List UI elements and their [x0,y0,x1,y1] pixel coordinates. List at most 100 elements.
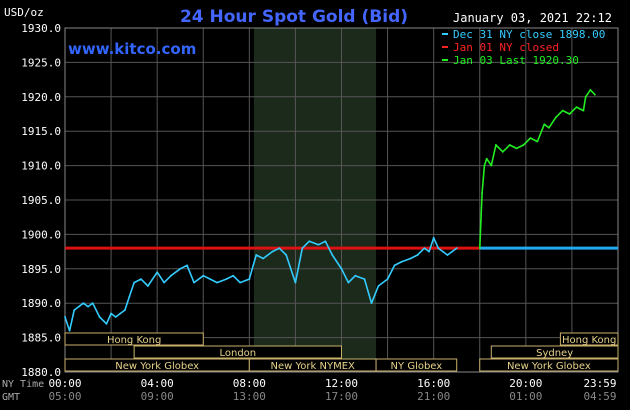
y-tick-label: 1890.0 [21,297,61,310]
x-tick-label-gmt: 05:00 [48,390,81,403]
series-point-0 [186,264,189,267]
chart-title: 24 Hour Spot Gold (Bid) [180,7,408,27]
x-axis-row-label-gmt: GMT [2,392,20,403]
session-label: New York Globex [507,361,591,372]
series-point-0 [308,240,311,243]
series-point-1 [582,109,585,112]
series-point-1 [490,164,493,167]
grid-layer [64,27,619,373]
series-point-1 [485,157,488,160]
series-line-0 [64,237,458,332]
session-label: New York NYMEX [271,361,356,372]
series-point-0 [340,267,343,270]
series-point-0 [347,281,350,284]
series-point-0 [87,305,89,308]
x-tick-label-ny: 16:00 [417,377,450,390]
series-point-0 [77,305,80,308]
x-tick-label-layer: 00:00 04:00 08:00 12:00 16:00 20:00 23:59 05:00… [48,377,616,403]
legend: Dec 31 NY close 1898.00 Jan 01 NY closed… [442,28,605,67]
series-point-1 [508,144,511,146]
series-point-0 [428,250,430,253]
series-point-1 [568,113,571,115]
x-tick-label-gmt: 13:00 [233,390,266,403]
series-point-0 [386,278,389,281]
legend-label-jan01: Jan 01 NY closed [453,41,559,54]
series-point-0 [294,281,297,284]
session-box [133,345,342,359]
series-point-0 [140,278,142,281]
series-layer [64,89,596,332]
series-point-0 [209,278,212,281]
series-point-0 [82,302,85,305]
y-tick-label: 1915.0 [21,125,61,138]
x-tick-label-gmt: 17:00 [325,390,358,403]
series-point-0 [363,278,366,281]
y-tick-label: 1895.0 [21,263,61,276]
series-point-1 [480,219,482,222]
series-point-1 [481,192,483,195]
legend-label-dec31: Dec 31 NY close 1898.00 [453,28,605,41]
x-tick-label-ny: 04:00 [141,377,174,390]
y-tick-label: 1920.0 [21,91,61,104]
series-point-0 [147,285,149,287]
y-tick-label-layer: 1930.0 1925.0 1920.0 1915.0 1910.0 1905.0 1900… [21,22,61,379]
y-tick-label: 1885.0 [21,332,61,345]
series-point-0 [441,250,444,253]
series-point-0 [133,281,136,284]
legend-swatch-jan03 [442,59,448,61]
y-axis-label: USD/oz [4,6,44,19]
series-point-0 [163,281,165,284]
legend-label-jan03: Jan 03 Last 1920.30 [453,54,579,67]
series-point-1 [522,144,525,146]
session-box [490,345,619,359]
series-point-1 [501,150,504,153]
session-box [375,358,458,372]
series-point-1 [529,137,532,139]
series-point-0 [301,247,304,250]
session-box [559,332,619,346]
series-point-1 [543,123,546,126]
series-point-1 [575,106,578,109]
y-tick-label: 1880.0 [21,366,61,379]
series-point-0 [193,281,195,284]
x-tick-label-gmt: 01:00 [509,390,542,403]
series-point-1 [547,126,550,129]
series-point-0 [73,309,76,311]
series-point-1 [536,140,539,143]
series-point-1 [515,147,518,150]
series-point-0 [423,247,426,250]
series-point-0 [271,250,274,253]
series-point-0 [416,254,419,256]
series-point-0 [232,274,235,277]
y-tick-label: 1900.0 [21,228,61,241]
market-sessions-layer: Hong Kong Hong Kong London Sydney New York G… [64,332,619,372]
series-point-0 [170,274,172,277]
y-tick-label: 1925.0 [21,56,61,69]
series-point-0 [262,257,265,260]
series-point-0 [248,278,251,281]
series-point-0 [216,281,218,284]
x-tick-label-ny: 08:00 [233,377,266,390]
session-label: London [219,348,256,359]
x-axis-row-label-ny: NY Time [2,379,44,390]
series-point-0 [110,312,112,315]
session-box [64,332,204,346]
session-label: Sydney [536,348,573,359]
series-point-0 [255,254,258,256]
session-label: Hong Kong [562,335,616,346]
legend-swatch-dec31 [442,33,448,35]
series-point-0 [377,285,380,287]
series-point-0 [156,271,159,274]
series-point-0 [179,267,182,270]
x-tick-label-ny: 12:00 [325,377,358,390]
session-box [479,358,619,372]
series-point-0 [225,278,228,281]
series-point-1 [494,144,497,146]
series-point-0 [324,240,327,243]
x-tick-label-ny: 00:00 [48,377,81,390]
y-tick-label: 1930.0 [21,22,61,35]
series-point-0 [409,257,412,260]
series-point-0 [68,329,71,332]
series-point-0 [239,281,242,284]
